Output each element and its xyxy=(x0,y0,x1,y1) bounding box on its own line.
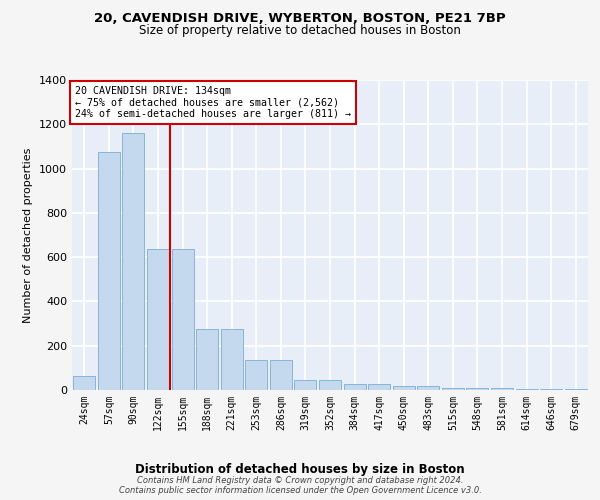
Bar xyxy=(392,386,415,390)
Bar xyxy=(515,389,538,390)
Bar xyxy=(221,329,243,390)
Bar xyxy=(98,152,120,390)
Bar xyxy=(540,389,562,390)
Bar xyxy=(417,386,439,390)
Bar xyxy=(122,133,145,390)
Text: 20, CAVENDISH DRIVE, WYBERTON, BOSTON, PE21 7BP: 20, CAVENDISH DRIVE, WYBERTON, BOSTON, P… xyxy=(94,12,506,26)
Bar xyxy=(172,250,194,390)
Bar xyxy=(491,388,513,390)
Bar xyxy=(73,376,95,390)
Bar xyxy=(245,360,268,390)
Text: Size of property relative to detached houses in Boston: Size of property relative to detached ho… xyxy=(139,24,461,37)
Bar xyxy=(319,380,341,390)
Bar xyxy=(270,360,292,390)
Bar xyxy=(196,329,218,390)
Bar xyxy=(295,380,316,390)
Bar xyxy=(147,250,169,390)
Bar xyxy=(442,388,464,390)
Bar xyxy=(344,384,365,390)
Text: 20 CAVENDISH DRIVE: 134sqm
← 75% of detached houses are smaller (2,562)
24% of s: 20 CAVENDISH DRIVE: 134sqm ← 75% of deta… xyxy=(74,86,350,120)
Bar xyxy=(368,384,390,390)
Y-axis label: Number of detached properties: Number of detached properties xyxy=(23,148,34,322)
Text: Distribution of detached houses by size in Boston: Distribution of detached houses by size … xyxy=(135,462,465,475)
Bar xyxy=(466,388,488,390)
Text: Contains HM Land Registry data © Crown copyright and database right 2024.
Contai: Contains HM Land Registry data © Crown c… xyxy=(119,476,481,495)
